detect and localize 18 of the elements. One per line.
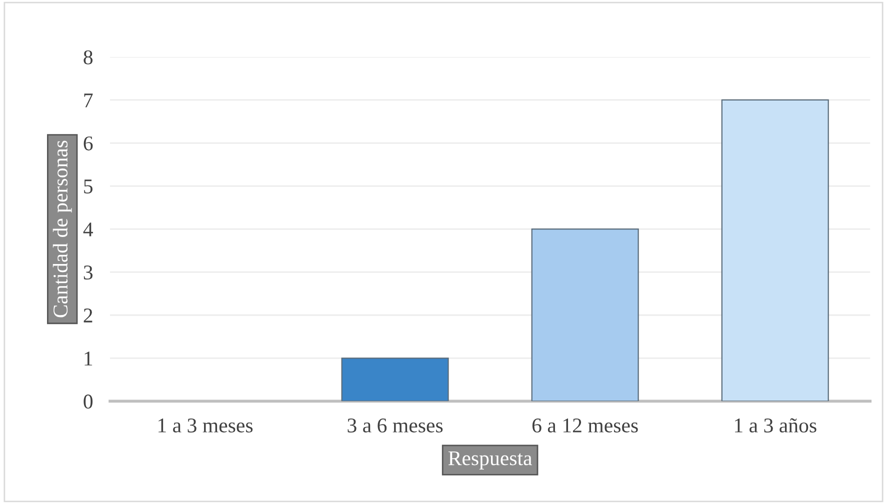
y-tick-label: 2 [84, 308, 92, 322]
y-tick-label: 5 [84, 180, 93, 194]
y-tick-label: 7 [84, 94, 93, 108]
x-tick-label: 6 a 12 meses [532, 418, 638, 433]
y-tick-label: 8 [84, 50, 93, 64]
bar [721, 99, 829, 402]
y-tick-label: 6 [84, 136, 93, 150]
x-tick-label: 1 a 3 meses [158, 418, 253, 433]
x-tick-label: 3 a 6 meses [348, 418, 443, 433]
y-axis-title: Cantidad de personas [52, 140, 72, 318]
y-tick-label: 0 [84, 394, 93, 409]
x-tick-label: 1 a 3 años [735, 418, 816, 433]
x-axis-title: Respuesta [448, 451, 532, 470]
bar [531, 228, 639, 402]
y-tick-label: 4 [83, 222, 93, 236]
bar [341, 358, 449, 402]
y-tick-label: 1 [84, 352, 92, 366]
y-tick-label: 3 [84, 266, 93, 280]
